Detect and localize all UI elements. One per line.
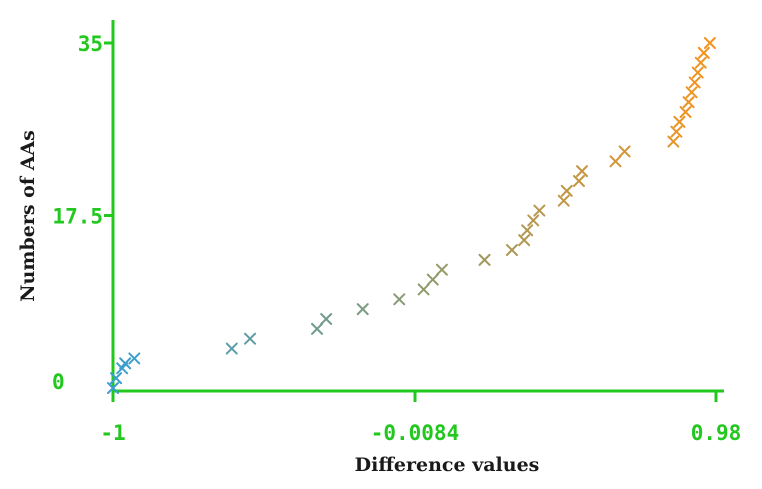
data-point: [673, 115, 686, 128]
data-point: [697, 46, 710, 59]
data-point: [128, 352, 141, 365]
data-point: [694, 56, 707, 69]
data-point: [478, 253, 491, 266]
data-point: [679, 106, 692, 118]
data-point: [670, 125, 683, 138]
data-point: [356, 303, 369, 316]
ticks: 0 17.5 35 -1 -0.0084 0.98: [52, 32, 741, 445]
data-point: [609, 155, 622, 168]
x-tick-label: 0.98: [691, 421, 742, 445]
y-tick-label: 17.5: [52, 205, 103, 229]
axes: [111, 20, 724, 393]
data-point: [505, 244, 518, 256]
data-point: [560, 184, 573, 197]
x-axis-title: Difference values: [355, 454, 540, 476]
data-point: [667, 135, 680, 148]
data-point: [682, 96, 695, 109]
data-point: [685, 86, 698, 99]
data-point: [435, 263, 448, 276]
data-point: [311, 322, 324, 335]
data-point: [119, 357, 132, 370]
data-point: [521, 224, 534, 237]
data-point: [417, 283, 430, 296]
data-point: [110, 372, 123, 385]
data-point: [691, 66, 704, 79]
data-point: [320, 313, 333, 325]
data-point: [393, 293, 406, 306]
data-point: [518, 234, 531, 247]
y-tick-label: 0: [52, 370, 65, 394]
data-points: [107, 37, 716, 394]
data-point: [533, 204, 546, 217]
data-point: [572, 175, 585, 187]
y-tick-label: 35: [78, 32, 103, 56]
data-point: [703, 37, 716, 49]
x-tick-label: -0.0084: [371, 421, 460, 445]
y-axis-title: Numbers of AAs: [17, 130, 39, 302]
x-tick-label: -1: [100, 421, 125, 445]
data-point: [225, 342, 238, 355]
data-point: [688, 76, 701, 89]
data-point: [527, 214, 540, 227]
data-point: [618, 145, 631, 158]
data-point: [557, 194, 570, 207]
data-point: [576, 165, 588, 178]
data-point: [426, 273, 439, 286]
data-point: [107, 382, 119, 394]
data-point: [244, 332, 257, 345]
